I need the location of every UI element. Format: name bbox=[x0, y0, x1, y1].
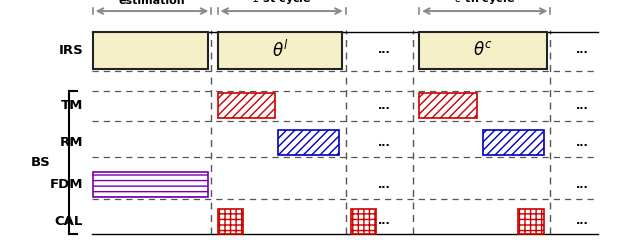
Bar bbox=[419, 93, 477, 118]
Text: ...: ... bbox=[576, 138, 589, 148]
Text: ...: ... bbox=[576, 180, 589, 189]
Text: Target localization:
$\mathit{c}$-th cycle: Target localization: $\mathit{c}$-th cyc… bbox=[425, 0, 545, 6]
Text: CAL: CAL bbox=[55, 215, 83, 228]
Text: BS-IRS channel
estimation: BS-IRS channel estimation bbox=[105, 0, 199, 6]
Text: ...: ... bbox=[378, 101, 390, 111]
Text: ...: ... bbox=[576, 101, 589, 111]
Bar bbox=[218, 32, 342, 69]
Bar bbox=[351, 209, 376, 234]
Text: ...: ... bbox=[378, 216, 390, 226]
Text: FDM: FDM bbox=[50, 178, 83, 191]
Bar bbox=[518, 209, 544, 234]
Bar bbox=[93, 172, 208, 197]
Text: $\theta^c$: $\theta^c$ bbox=[474, 41, 493, 60]
Text: ...: ... bbox=[378, 138, 390, 148]
Text: IRS: IRS bbox=[58, 44, 83, 57]
Bar bbox=[419, 32, 547, 69]
Bar bbox=[278, 130, 339, 155]
Text: RM: RM bbox=[60, 136, 83, 149]
Bar bbox=[483, 130, 544, 155]
Bar bbox=[93, 32, 208, 69]
Text: ...: ... bbox=[576, 46, 589, 55]
Text: ...: ... bbox=[576, 216, 589, 226]
Text: TM: TM bbox=[61, 99, 83, 112]
Bar bbox=[218, 209, 243, 234]
Text: Target localization:
$\mathit{1}$-st cycle: Target localization: $\mathit{1}$-st cyc… bbox=[221, 0, 342, 6]
Bar bbox=[218, 93, 275, 118]
Text: BS: BS bbox=[31, 156, 50, 169]
Text: ...: ... bbox=[378, 46, 390, 55]
Text: ...: ... bbox=[378, 180, 390, 189]
Text: $\theta^l$: $\theta^l$ bbox=[271, 40, 289, 61]
